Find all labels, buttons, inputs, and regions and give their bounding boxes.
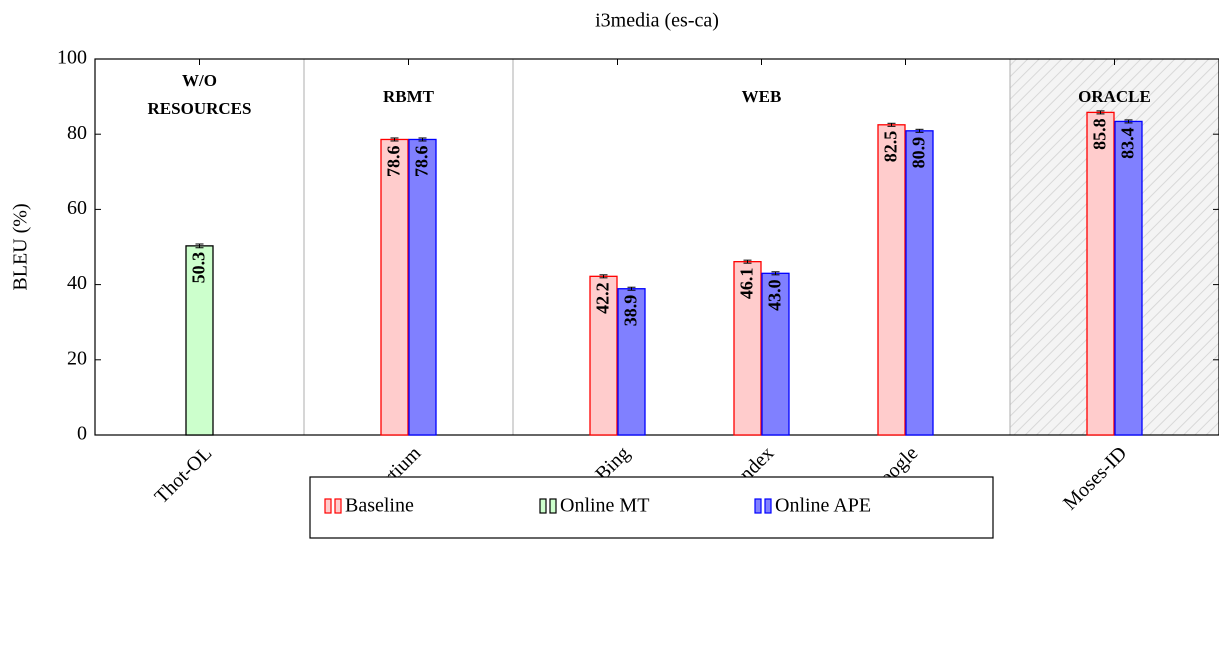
legend-swatch <box>539 498 547 514</box>
bar <box>761 272 790 436</box>
legend-label: Online APE <box>775 495 871 517</box>
value-label: 38.9 <box>621 295 641 327</box>
y-tick-label: 20 <box>67 347 87 369</box>
error-bar <box>1096 110 1105 115</box>
bar <box>1114 120 1143 436</box>
chart-title: i3media (es-ca) <box>595 10 719 32</box>
error-bar <box>390 137 399 142</box>
y-tick-label: 60 <box>67 197 87 219</box>
bar <box>380 138 409 436</box>
group-label: W/O <box>182 71 217 90</box>
group-label: RESOURCES <box>148 99 252 118</box>
value-label: 78.6 <box>384 145 404 177</box>
group-label: ORACLE <box>1078 87 1151 106</box>
y-tick-label: 0 <box>77 423 87 445</box>
legend-swatch <box>324 498 332 514</box>
error-bar <box>599 274 608 279</box>
legend-label: Online MT <box>560 495 649 517</box>
legend-label: Baseline <box>345 495 414 517</box>
y-tick-label: 40 <box>67 272 87 294</box>
error-bar <box>887 122 896 127</box>
y-tick-label: 100 <box>57 47 87 69</box>
group-label: WEB <box>742 87 782 106</box>
x-tick-label: Thot-OL <box>150 442 216 508</box>
error-bar <box>195 243 204 249</box>
error-bar <box>418 137 427 142</box>
bar <box>905 130 934 436</box>
legend-swatch <box>334 498 342 514</box>
legend-box <box>309 476 994 539</box>
value-label: 80.9 <box>909 137 929 169</box>
error-bar <box>1124 119 1133 124</box>
value-label: 83.4 <box>1118 127 1138 159</box>
plot-frame <box>94 58 1219 436</box>
error-bar <box>627 286 636 291</box>
value-label: 42.2 <box>593 282 613 314</box>
value-label: 78.6 <box>412 145 432 177</box>
y-tick-label: 80 <box>67 122 87 144</box>
y-axis-label: BLEU (%) <box>10 203 32 290</box>
x-tick-label: Moses-ID <box>1059 442 1131 514</box>
bar <box>733 261 762 436</box>
bar <box>408 138 437 436</box>
bar <box>589 275 618 436</box>
error-bar <box>743 259 752 264</box>
error-bar <box>771 271 780 276</box>
legend-swatch <box>764 498 772 514</box>
value-label: 46.1 <box>737 268 757 300</box>
value-label: 82.5 <box>881 131 901 163</box>
value-label: 85.8 <box>1090 118 1110 150</box>
error-bar <box>915 128 924 133</box>
bar <box>617 288 646 436</box>
value-label: 43.0 <box>765 279 785 311</box>
group-label: RBMT <box>383 87 435 106</box>
legend-swatch <box>754 498 762 514</box>
value-label: 50.3 <box>189 252 209 284</box>
legend-swatch <box>549 498 557 514</box>
bar <box>877 124 906 436</box>
bar <box>1086 111 1115 436</box>
